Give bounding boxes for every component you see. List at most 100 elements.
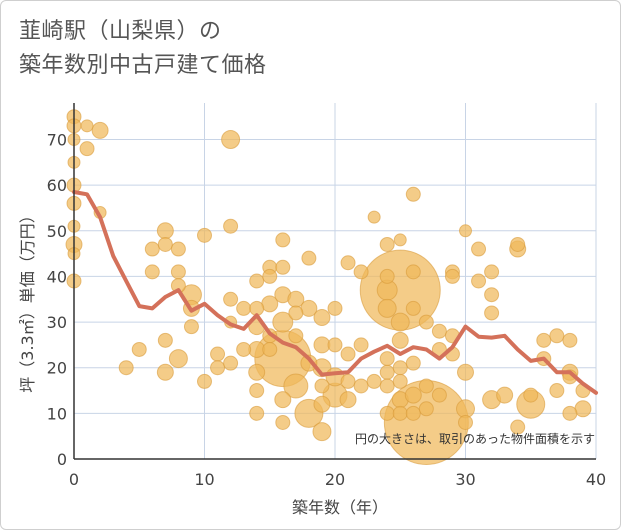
data-bubble	[405, 264, 421, 280]
y-tick-label: 70	[47, 131, 67, 150]
data-bubble	[405, 300, 421, 316]
data-bubble	[168, 349, 188, 369]
x-tick-label: 30	[455, 470, 475, 489]
data-bubble	[313, 309, 331, 327]
data-bubble	[300, 354, 318, 372]
data-bubble	[91, 121, 109, 139]
data-bubble	[510, 236, 526, 252]
data-bubble	[210, 346, 226, 362]
data-bubble	[144, 241, 160, 257]
x-tick-labels: 0 10 20 30 40	[69, 470, 606, 489]
axes	[73, 103, 596, 460]
data-bubble	[118, 360, 134, 376]
data-bubble	[275, 232, 291, 248]
average-price-line	[72, 190, 598, 395]
data-bubble	[274, 391, 292, 409]
data-bubble	[210, 360, 226, 376]
data-bubble	[496, 386, 514, 404]
data-bubble	[313, 395, 331, 413]
data-bubble	[562, 405, 578, 421]
data-bubble	[223, 218, 239, 234]
data-bubble	[275, 259, 291, 275]
y-tick-label: 0	[57, 450, 67, 469]
data-bubble	[144, 264, 160, 280]
data-bubble	[404, 386, 422, 404]
data-bubble	[340, 255, 356, 271]
data-bubble	[392, 360, 408, 376]
y-tick-label: 40	[47, 267, 67, 286]
data-bubble	[157, 332, 173, 348]
data-bubble	[549, 383, 565, 399]
title-line-2: 築年数別中古戸建て価格	[19, 53, 267, 78]
data-bubble	[431, 387, 447, 403]
data-bubble	[339, 391, 357, 409]
data-bubble	[262, 268, 278, 284]
data-bubble	[197, 373, 212, 389]
y-axis-label: 坪（3.3㎡）単価（万円）	[18, 207, 37, 392]
data-bubble	[249, 383, 265, 399]
data-bubble	[405, 355, 421, 371]
data-bubble	[418, 378, 434, 394]
data-bubble	[80, 119, 94, 133]
x-tick-label: 10	[194, 470, 214, 489]
data-bubble	[221, 130, 241, 150]
data-bubble	[366, 373, 382, 389]
data-bubble	[392, 405, 408, 421]
data-bubble	[131, 341, 147, 357]
data-bubble	[288, 328, 304, 344]
data-bubble	[379, 405, 395, 421]
data-bubble	[275, 414, 291, 430]
data-bubble	[170, 241, 186, 257]
data-bubble	[471, 241, 487, 257]
bubble-size-note: 円の大きさは、取引のあった物件面積を示す	[355, 431, 595, 446]
data-bubble	[314, 378, 330, 394]
data-bubble	[390, 312, 410, 332]
data-bubble	[223, 355, 239, 371]
data-bubble	[444, 268, 460, 284]
data-bubble	[353, 378, 369, 394]
data-bubble	[340, 346, 356, 362]
data-bubble	[562, 332, 578, 348]
y-tick-label: 30	[47, 313, 67, 332]
data-bubble	[393, 233, 407, 247]
data-bubble	[405, 186, 421, 202]
data-bubble	[156, 222, 174, 240]
data-bubble	[484, 287, 500, 303]
data-bubble	[471, 273, 487, 289]
data-bubble	[379, 364, 395, 380]
data-bubble	[418, 401, 434, 417]
data-bubble	[301, 250, 317, 266]
data-bubble	[288, 305, 304, 321]
data-bubble	[458, 414, 473, 430]
data-bubble	[405, 405, 421, 421]
data-bubble	[379, 268, 395, 284]
data-bubble	[536, 332, 552, 348]
data-bubble	[391, 331, 409, 349]
data-bubble	[236, 341, 252, 357]
x-tick-label: 0	[69, 470, 79, 489]
data-bubble	[156, 363, 174, 381]
data-bubble	[340, 373, 356, 389]
data-bubble	[353, 264, 369, 280]
data-bubble	[79, 141, 95, 157]
x-axis-label: 築年数（年）	[292, 498, 388, 517]
data-bubble	[157, 236, 173, 252]
data-bubble	[418, 314, 434, 330]
y-tick-labels: 0 10 20 30 40 50 60 70	[47, 131, 67, 469]
data-bubble	[249, 273, 265, 289]
title-line-1: 韮崎駅（山梨県）の	[19, 19, 222, 44]
data-bubble	[574, 400, 592, 418]
y-tick-label: 10	[47, 404, 67, 423]
data-bubble	[283, 373, 309, 399]
data-bubble	[431, 323, 447, 339]
bubble-layer	[65, 109, 592, 465]
y-tick-label: 20	[47, 359, 67, 378]
chart-title: 韮崎駅（山梨県）の 築年数別中古戸建て価格	[19, 15, 267, 83]
data-bubble	[312, 422, 332, 442]
data-bubble	[262, 341, 278, 357]
data-bubble	[379, 236, 395, 252]
x-tick-label: 40	[586, 470, 606, 489]
data-bubble	[484, 305, 500, 321]
data-bubble	[459, 224, 472, 238]
